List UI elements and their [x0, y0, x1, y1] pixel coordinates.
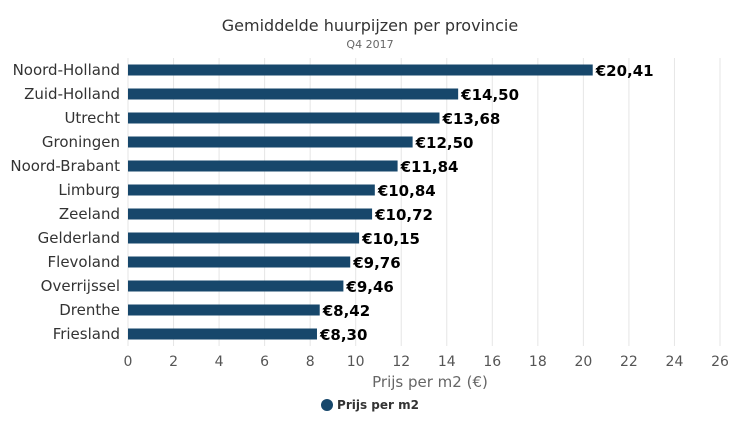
category-label: Overrijssel [41, 277, 120, 295]
bar[interactable] [128, 304, 320, 316]
x-tick-label: 24 [666, 354, 684, 370]
data-label: €10,15 [361, 230, 420, 248]
category-label: Drenthe [59, 301, 120, 319]
bar[interactable] [128, 184, 375, 196]
category-label: Flevoland [48, 253, 120, 271]
category-label: Noord-Brabant [10, 157, 120, 175]
category-label: Utrecht [64, 109, 120, 127]
value-labels: €20,41 €14,50 €13,68 €12,50 €11,84 €10,84 €10,… [319, 62, 654, 344]
category-label: Noord-Holland [13, 61, 120, 79]
category-label: Gelderland [38, 229, 120, 247]
legend: Prijs per m2 [0, 398, 740, 414]
data-label: €8,42 [322, 302, 370, 320]
data-label: €10,72 [374, 206, 433, 224]
chart-subtitle: Q4 2017 [346, 38, 394, 51]
x-tick-label: 0 [124, 354, 133, 370]
data-label: €9,46 [345, 278, 393, 296]
bar[interactable] [128, 112, 440, 124]
data-label: €12,50 [415, 134, 474, 152]
bar[interactable] [128, 208, 373, 220]
x-tick-label: 12 [392, 354, 410, 370]
bars [128, 64, 593, 340]
legend-label: Prijs per m2 [337, 398, 419, 412]
category-label: Groningen [42, 133, 120, 151]
x-tick-label: 20 [574, 354, 592, 370]
bar[interactable] [128, 280, 344, 292]
data-label: €10,84 [377, 182, 436, 200]
x-tick-label: 22 [620, 354, 638, 370]
category-label: Zuid-Holland [24, 85, 120, 103]
data-label: €13,68 [441, 110, 500, 128]
bar[interactable] [128, 136, 413, 148]
data-label: €20,41 [595, 62, 654, 80]
x-tick-label: 8 [306, 354, 315, 370]
category-label: Friesland [53, 325, 120, 343]
legend-item[interactable]: Prijs per m2 [321, 398, 419, 412]
x-tick-label: 26 [711, 354, 729, 370]
x-tick-label: 18 [529, 354, 547, 370]
bar[interactable] [128, 256, 351, 268]
x-tick-label: 6 [260, 354, 269, 370]
category-labels: Noord-Holland Zuid-Holland Utrecht Groninge… [10, 61, 120, 343]
x-tick-label: 2 [169, 354, 178, 370]
x-axis-title: Prijs per m2 (€) [372, 373, 488, 391]
x-tick-label: 4 [215, 354, 224, 370]
bar[interactable] [128, 328, 317, 340]
chart-title: Gemiddelde huurpijzen per provincie [221, 16, 519, 35]
x-axis-ticks: 0 2 4 6 8 10 12 14 16 18 20 22 24 26 [124, 354, 729, 370]
bar[interactable] [128, 160, 398, 172]
data-label: €8,30 [319, 326, 367, 344]
x-tick-label: 16 [483, 354, 501, 370]
bar[interactable] [128, 64, 593, 76]
grid-lines [127, 58, 721, 346]
legend-swatch [321, 399, 334, 411]
x-tick-label: 14 [438, 354, 456, 370]
data-label: €14,50 [460, 86, 519, 104]
data-label: €9,76 [352, 254, 400, 272]
category-label: Zeeland [59, 205, 120, 223]
x-tick-label: 10 [347, 354, 365, 370]
category-label: Limburg [58, 181, 120, 199]
data-label: €11,84 [400, 158, 459, 176]
bar[interactable] [128, 88, 459, 100]
bar[interactable] [128, 232, 360, 244]
